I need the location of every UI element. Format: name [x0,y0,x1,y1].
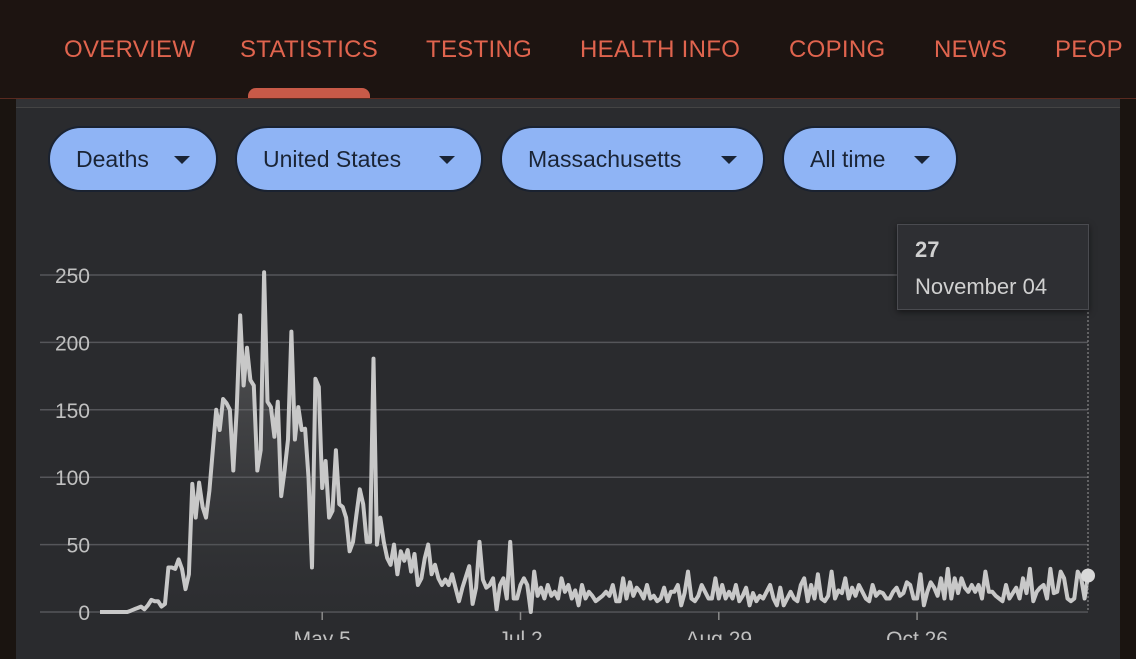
dropdown-arrow-icon [914,156,930,164]
region-dropdown-label: Massachusetts [528,145,682,172]
metric-dropdown[interactable]: Deaths [48,126,218,192]
country-dropdown[interactable]: United States [235,126,483,192]
metric-dropdown-label: Deaths [76,145,149,172]
tab-overview[interactable]: OVERVIEW [64,36,196,63]
deaths-chart[interactable]: 0 50 100 150 200 250 May 5 Jul 2 Aug 29 Oct 26 [0,0,1136,640]
tab-coping[interactable]: COPING [789,36,886,63]
tab-statistics[interactable]: STATISTICS [240,36,379,63]
nav-tabs: OVERVIEW STATISTICS TESTING HEALTH INFO … [0,0,1136,98]
tooltip-value: 27 [915,237,940,262]
dropdown-arrow-icon [721,156,737,164]
dropdown-arrow-icon [174,156,190,164]
y-tick-label: 100 [55,467,90,490]
area-fill [100,272,1088,612]
region-dropdown[interactable]: Massachusetts [500,126,765,192]
dropdown-arrow-icon [439,156,455,164]
y-tick-label: 0 [78,602,90,625]
range-dropdown-label: All time [810,145,886,172]
x-tick-label: May 5 [294,628,351,640]
hover-point [1081,568,1095,583]
active-tab-indicator [248,88,370,98]
series-line [100,270,1090,614]
range-dropdown[interactable]: All time [782,126,958,192]
x-tick-label: Jul 2 [498,628,542,640]
card-divider [16,99,1120,108]
y-tick-label: 50 [67,535,90,558]
top-nav-bar [0,0,1136,99]
y-tick-label: 150 [55,400,90,423]
y-tick-label: 200 [55,332,90,355]
y-tick-label: 250 [55,265,90,288]
x-tick-label: Aug 29 [686,628,753,640]
x-tick-label: Oct 26 [886,628,948,640]
tab-testing[interactable]: TESTING [426,36,533,63]
tab-news[interactable]: NEWS [934,36,1008,63]
data-tooltip: 27 November 04 [897,224,1089,310]
tab-health-info[interactable]: HEALTH INFO [580,36,741,63]
country-dropdown-label: United States [263,145,402,172]
tab-people[interactable]: PEOP [1055,36,1123,63]
tooltip-date: November 04 [915,274,1048,299]
